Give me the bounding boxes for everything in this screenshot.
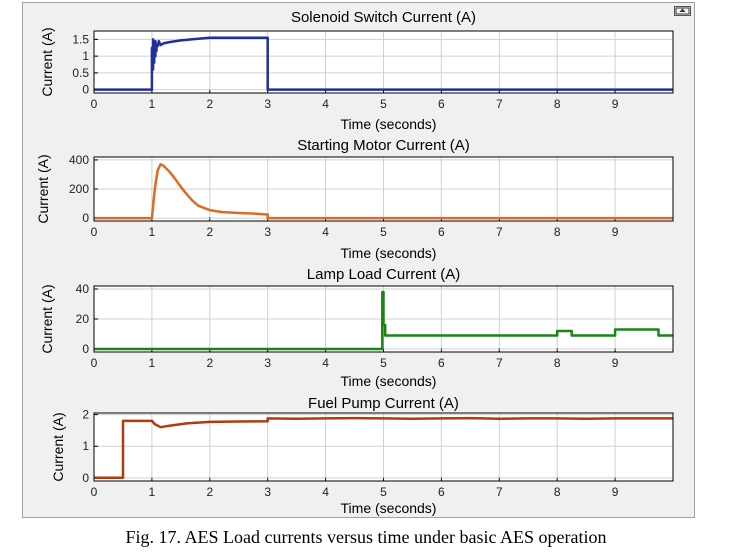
series-line: [94, 290, 673, 351]
y-tick-label: 0: [82, 211, 89, 225]
x-axis-label: Time (seconds): [341, 500, 437, 516]
x-tick-label: 9: [612, 356, 619, 370]
x-tick-label: 5: [380, 225, 387, 239]
y-tick-label: 1: [82, 439, 89, 453]
subplot-4: 0 1 2 3 4 5 6 7 8 9 0 1 2 Fuel Pump Current (A) Time (…: [50, 395, 674, 516]
y-tick-label: 0: [82, 342, 89, 356]
x-tick-label: 7: [496, 97, 503, 111]
x-tick-label: 0: [91, 356, 98, 370]
restore-glyph: [675, 7, 690, 15]
x-axis-label: Time (seconds): [341, 373, 437, 389]
chart-title: Starting Motor Current (A): [297, 137, 470, 154]
y-tick-label: 200: [69, 182, 89, 196]
x-tick-label: 8: [554, 97, 561, 111]
y-tick-label: 1: [82, 49, 89, 63]
x-tick-label: 0: [91, 485, 98, 499]
x-tick-label: 3: [264, 97, 271, 111]
y-tick-label: 1.5: [72, 32, 89, 46]
axes-frame: [93, 156, 674, 222]
y-tick-label: 400: [69, 153, 89, 167]
y-tick-label: 0: [82, 83, 89, 97]
y-axis-label: Current (A): [35, 154, 51, 223]
y-axis-label: Current (A): [39, 284, 55, 353]
x-axis-label: Time (seconds): [341, 245, 437, 261]
subplot-3: 0 1 2 3 4 5 6 7 8 9 0 20 40 Lamp Load Current (A) Time…: [39, 266, 674, 389]
figure-caption: Fig. 17. AES Load currents versus time u…: [125, 527, 607, 547]
y-tick-label: 2: [82, 408, 89, 422]
x-tick-label: 4: [322, 225, 329, 239]
x-tick-label: 1: [149, 225, 156, 239]
x-tick-label: 2: [206, 485, 213, 499]
x-tick-label: 7: [496, 225, 503, 239]
x-tick-label: 7: [496, 356, 503, 370]
axes-frame: [93, 285, 674, 353]
subplot-1: 0 1 2 3 4 5 6 7 8 9 0 0.5 1 1.5 Solenoid Switch Curren…: [39, 9, 674, 132]
x-tick-label: 1: [149, 97, 156, 111]
y-tick-label: 0: [82, 471, 89, 485]
restore-icon[interactable]: [674, 6, 691, 16]
x-tick-label: 8: [554, 356, 561, 370]
x-tick-label: 2: [206, 356, 213, 370]
x-tick-label: 4: [322, 356, 329, 370]
x-tick-label: 1: [149, 485, 156, 499]
x-tick-label: 4: [322, 97, 329, 111]
x-tick-label: 6: [438, 97, 445, 111]
x-tick-label: 3: [264, 225, 271, 239]
x-tick-label: 0: [91, 97, 98, 111]
y-axis-label: Current (A): [39, 27, 55, 96]
x-tick-label: 9: [612, 225, 619, 239]
x-tick-label: 5: [380, 97, 387, 111]
y-tick-label: 40: [76, 282, 90, 296]
x-tick-label: 5: [380, 485, 387, 499]
series-line: [94, 36, 673, 91]
x-tick-label: 8: [554, 485, 561, 499]
y-tick-label: 0.5: [72, 66, 89, 80]
subplot-2: 0 1 2 3 4 5 6 7 8 9 0 200 400 Starting Motor Current …: [35, 137, 674, 261]
x-tick-label: 2: [206, 97, 213, 111]
chart-title: Lamp Load Current (A): [307, 266, 460, 283]
x-tick-label: 6: [438, 485, 445, 499]
series-line: [94, 163, 673, 220]
x-tick-label: 8: [554, 225, 561, 239]
x-tick-label: 0: [91, 225, 98, 239]
y-axis-label: Current (A): [50, 412, 66, 481]
x-tick-label: 5: [380, 356, 387, 370]
x-tick-label: 9: [612, 97, 619, 111]
x-tick-label: 7: [496, 485, 503, 499]
chart-title: Solenoid Switch Current (A): [291, 9, 476, 26]
y-tick-label: 20: [76, 312, 90, 326]
axes-frame: [93, 412, 674, 482]
series-line: [94, 416, 673, 480]
x-tick-label: 2: [206, 225, 213, 239]
x-tick-label: 3: [264, 485, 271, 499]
x-tick-label: 1: [149, 356, 156, 370]
charts-root: 0 1 2 3 4 5 6 7 8 9 0 0.5 1 1.5 Solenoid Switch Curren…: [35, 9, 674, 516]
x-tick-label: 9: [612, 485, 619, 499]
x-tick-label: 3: [264, 356, 271, 370]
axes-frame: [93, 30, 674, 94]
x-tick-label: 6: [438, 225, 445, 239]
chart-title: Fuel Pump Current (A): [308, 395, 459, 412]
x-tick-label: 6: [438, 356, 445, 370]
x-tick-label: 4: [322, 485, 329, 499]
chart-canvas: 0 1 2 3 4 5 6 7 8 9 0 0.5 1 1.5 Solenoid Switch Curren…: [35, 9, 674, 516]
x-axis-label: Time (seconds): [341, 116, 437, 132]
